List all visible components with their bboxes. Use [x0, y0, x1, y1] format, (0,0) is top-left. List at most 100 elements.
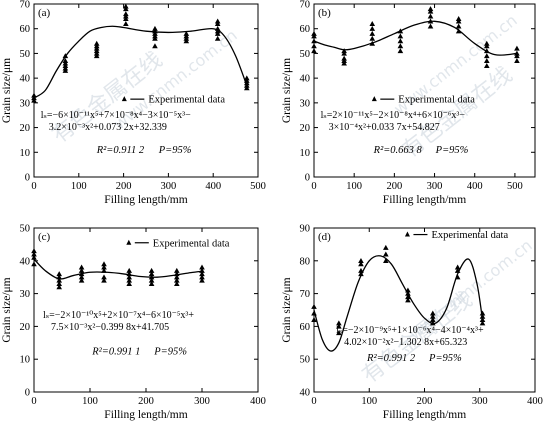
data-point — [31, 254, 37, 260]
y-tick-label: 20 — [20, 123, 31, 134]
data-point — [427, 18, 434, 24]
data-point — [405, 287, 411, 293]
p-value-label: P=95% — [158, 145, 192, 156]
data-point — [101, 277, 107, 283]
data-point — [126, 277, 132, 283]
data-point — [199, 264, 205, 270]
data-point — [358, 258, 364, 263]
data-point — [174, 277, 180, 283]
data-point — [341, 48, 347, 54]
data-point — [455, 28, 462, 34]
x-tick-label: 200 — [138, 396, 154, 407]
data-point — [126, 274, 132, 280]
data-point — [311, 30, 317, 36]
data-point — [31, 261, 37, 267]
data-point — [311, 43, 317, 49]
x-tick-label: 400 — [205, 181, 221, 192]
data-point — [152, 43, 158, 49]
equation-line-1: lₛ=−2×10⁻⁹x⁵+1×10⁻⁶x⁴−4×10⁻⁴x³+ — [336, 325, 484, 336]
y-tick-label: 40 — [300, 388, 311, 399]
data-point — [311, 38, 317, 44]
data-point — [514, 58, 520, 64]
data-point — [483, 62, 490, 68]
data-point — [341, 55, 347, 61]
data-point — [454, 274, 461, 280]
y-tick-label: 50 — [300, 49, 311, 60]
data-point — [429, 310, 436, 316]
y-tick-label: 80 — [300, 256, 311, 267]
data-point — [62, 53, 69, 59]
data-point — [123, 20, 129, 26]
data-point — [126, 271, 132, 277]
data-point — [78, 267, 85, 273]
data-point — [78, 274, 85, 280]
data-point — [483, 48, 490, 54]
y-axis-label: Grain size/μm — [281, 277, 293, 342]
y-tick-label: 10 — [300, 148, 311, 159]
p-value-label: P=95% — [428, 353, 462, 364]
data-point — [56, 280, 62, 286]
data-point — [429, 317, 436, 323]
data-point — [358, 267, 364, 273]
data-point — [214, 35, 221, 41]
y-tick-label: 70 — [300, 0, 311, 11]
data-point — [56, 277, 62, 283]
data-point — [93, 40, 100, 46]
panel-label: (c) — [38, 231, 51, 243]
r-squared-label: R²=0.991 2 — [366, 353, 416, 364]
data-point — [483, 40, 490, 46]
x-tick-label: 300 — [161, 181, 177, 192]
data-point — [454, 267, 461, 273]
y-tick-label: 40 — [300, 74, 311, 85]
chart-panel-3: 0 100 200 300 400 40 50 60 70 80 90 Filling length/… — [281, 224, 543, 422]
data-point — [397, 43, 404, 49]
data-point — [483, 58, 490, 64]
data-point — [397, 48, 404, 54]
data-point — [479, 317, 486, 323]
y-tick-label: 10 — [20, 355, 31, 366]
x-tick-label: 500 — [507, 181, 523, 192]
chart-panel-1: 0 100 200 300 400 500 0 10 20 30 40 50 60 70 Filling l… — [281, 0, 536, 206]
y-tick-label: 60 — [300, 24, 311, 35]
x-tick-label: 200 — [116, 181, 132, 192]
data-point — [126, 280, 132, 286]
x-axis-label: Filling length/mm — [104, 409, 187, 421]
equation-line-1: lₛ=−6×10⁻¹¹x⁵+7×10⁻⁸x⁴−3×10⁻⁵x³− — [41, 110, 191, 121]
data-point — [383, 251, 389, 257]
data-point — [31, 92, 37, 98]
x-tick-label: 0 — [31, 181, 36, 192]
data-point — [199, 277, 205, 283]
x-axis-label: Filling length/mm — [383, 194, 466, 206]
equation-line-2: 3×10⁻⁴x²+0.033 7x+54.827 — [329, 122, 440, 133]
data-point — [123, 11, 129, 17]
data-point — [174, 280, 180, 286]
y-tick-label: 50 — [20, 224, 31, 235]
data-point — [397, 28, 404, 34]
legend-label: Experimental data — [153, 238, 230, 249]
y-tick-label: 60 — [20, 24, 31, 35]
data-point — [369, 20, 376, 26]
data-point — [148, 277, 155, 283]
y-tick-label: 10 — [20, 148, 31, 159]
y-axis-label: Grain size/μm — [281, 58, 293, 123]
p-value-label: P=95% — [153, 346, 187, 357]
equation-line-2: 3.2×10⁻³x²+0.073 2x+32.339 — [49, 122, 167, 133]
data-point — [214, 18, 221, 24]
y-tick-label: 30 — [20, 98, 31, 109]
data-point — [514, 50, 520, 56]
x-tick-label: 300 — [194, 396, 210, 407]
data-point — [101, 264, 107, 270]
data-point — [479, 313, 486, 319]
data-point — [148, 267, 155, 273]
y-tick-label: 0 — [25, 173, 30, 184]
data-point — [101, 261, 107, 267]
x-tick-label: 200 — [417, 396, 433, 407]
data-point — [148, 280, 155, 286]
data-point — [311, 317, 317, 323]
data-point — [336, 330, 342, 336]
data-point — [336, 323, 342, 329]
data-point — [479, 310, 486, 316]
data-point — [78, 277, 85, 283]
x-axis-label: Filling length/mm — [104, 194, 187, 206]
